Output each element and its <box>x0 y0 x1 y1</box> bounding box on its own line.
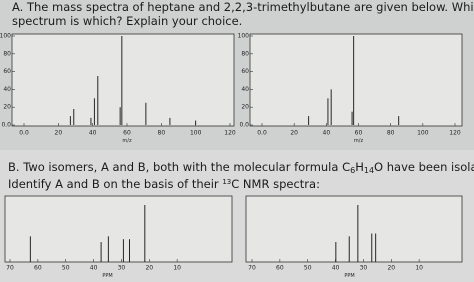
question-b-line: Identify A and B on the basis of their 1… <box>8 177 320 191</box>
y-tick-label: 60 <box>3 68 11 75</box>
subscript: 14 <box>364 166 374 175</box>
y-tick-label: 0.0 <box>239 122 249 129</box>
x-tick-label: 60 <box>355 130 363 137</box>
x-tick-label: 40 <box>332 265 340 272</box>
y-tick-label: 80 <box>241 50 249 57</box>
x-tick-label: 20 <box>145 265 153 272</box>
y-tick-label: 60 <box>241 68 249 75</box>
text: C NMR spectra: <box>231 177 320 191</box>
plot-frame <box>11 33 235 127</box>
x-tick-label: 50 <box>62 265 70 272</box>
x-tick-label: 20 <box>55 130 63 137</box>
x-tick-label: 60 <box>123 130 131 137</box>
y-tick-label: 100 <box>238 33 250 40</box>
y-tick-label: 40 <box>3 86 11 93</box>
x-tick-label: 40 <box>90 265 98 272</box>
question-a-line: spectrum is which? Explain your choice. <box>12 14 242 28</box>
x-tick-label: 60 <box>34 265 42 272</box>
y-tick-label: 100 <box>0 33 11 40</box>
x-tick-label: 120 <box>224 130 236 137</box>
x-tick-label: 70 <box>248 265 256 272</box>
text: B. Two isomers, A and B, both with the m… <box>8 160 350 174</box>
plot-frame <box>245 195 463 263</box>
x-tick-label: 10 <box>173 265 181 272</box>
text: O have been isolated. <box>374 160 474 174</box>
x-tick-label: 20 <box>290 130 298 137</box>
y-tick-label: 0.0 <box>1 122 11 129</box>
x-tick-label: 30 <box>118 265 126 272</box>
x-tick-label: 80 <box>387 130 395 137</box>
text: H <box>355 160 364 174</box>
x-tick-label: 20 <box>387 265 395 272</box>
x-axis-label: m/z <box>354 138 364 144</box>
y-tick-label: 40 <box>241 86 249 93</box>
y-tick-label: 20 <box>3 104 11 111</box>
x-tick-label: 40 <box>89 130 97 137</box>
question-a-line: A. The mass spectra of heptane and 2,2,3… <box>12 0 474 14</box>
x-tick-label: 100 <box>417 130 429 137</box>
x-tick-label: 80 <box>158 130 166 137</box>
x-tick-label: 40 <box>323 130 331 137</box>
plot-frame <box>249 33 463 127</box>
x-tick-label: 0.0 <box>19 130 29 137</box>
text: Identify A and B on the basis of their <box>8 177 222 191</box>
x-tick-label: 70 <box>6 265 14 272</box>
x-tick-label: 60 <box>276 265 284 272</box>
x-tick-label: 10 <box>415 265 423 272</box>
x-tick-label: 30 <box>360 265 368 272</box>
y-tick-label: 80 <box>3 50 11 57</box>
x-axis-label: m/z <box>122 138 132 144</box>
x-axis-label: PPM <box>344 273 354 279</box>
subscript: 6 <box>350 166 355 175</box>
superscript: 13 <box>222 178 231 186</box>
x-tick-label: 0.0 <box>257 130 267 137</box>
question-b-line: B. Two isomers, A and B, both with the m… <box>8 160 474 175</box>
x-axis-label: PPM <box>102 273 112 279</box>
x-tick-label: 120 <box>449 130 461 137</box>
x-tick-label: 100 <box>190 130 202 137</box>
plot-frame <box>4 195 233 263</box>
x-tick-label: 50 <box>304 265 312 272</box>
y-tick-label: 20 <box>241 104 249 111</box>
